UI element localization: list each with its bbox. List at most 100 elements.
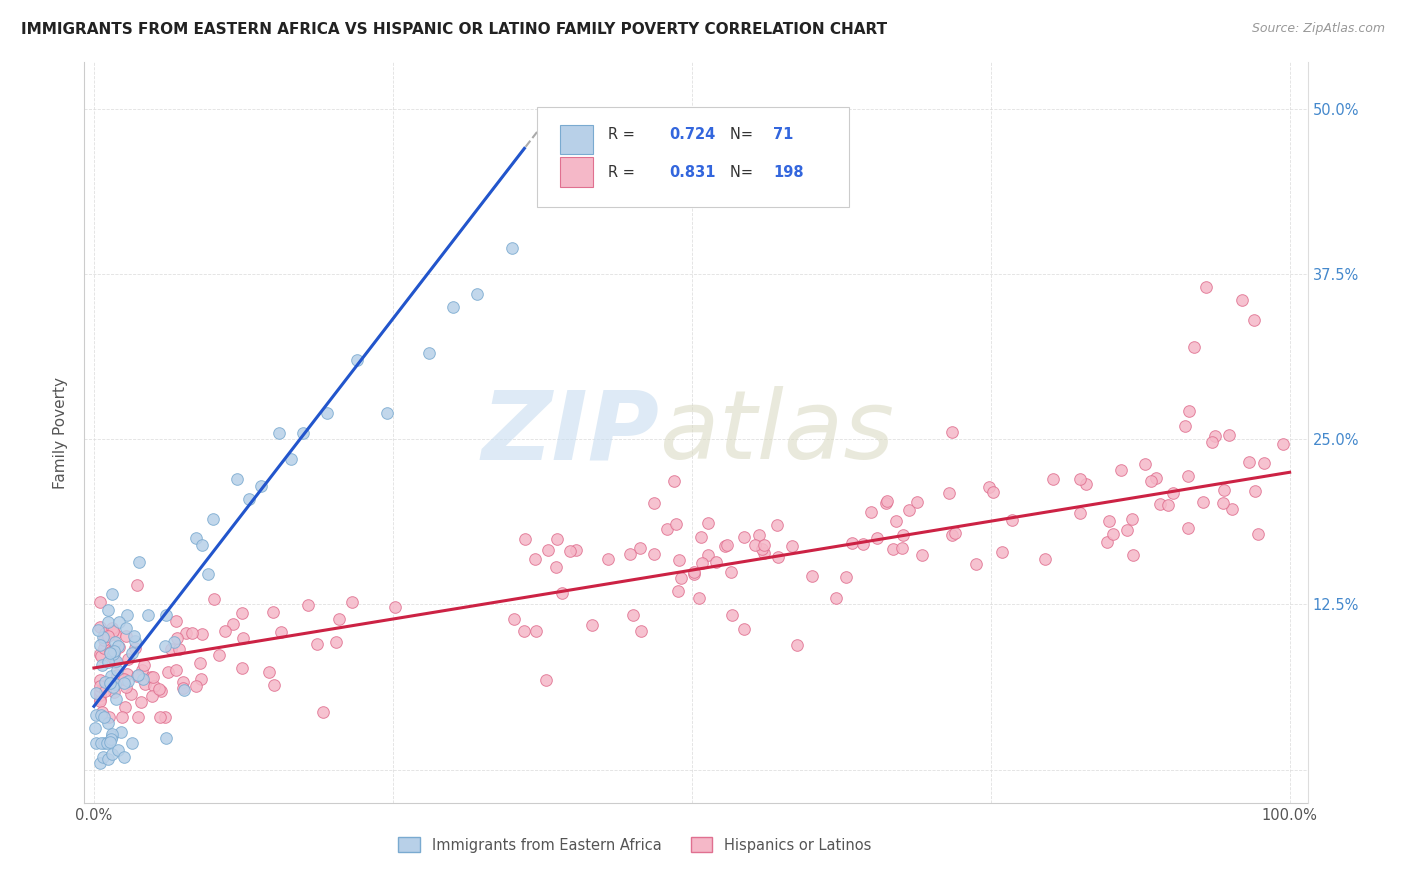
Point bbox=[117, 652, 139, 666]
Point bbox=[441, 300, 464, 314]
Point bbox=[91, 706, 114, 720]
Point bbox=[979, 480, 1001, 494]
Point bbox=[643, 496, 665, 510]
Point bbox=[100, 650, 122, 665]
Text: 198: 198 bbox=[773, 164, 804, 179]
Point bbox=[238, 491, 260, 506]
Point bbox=[375, 406, 398, 420]
Point bbox=[1191, 495, 1213, 509]
Point bbox=[720, 565, 742, 579]
Text: N=: N= bbox=[730, 128, 758, 143]
Point bbox=[1230, 293, 1253, 308]
Point bbox=[752, 546, 775, 560]
Point bbox=[91, 631, 114, 645]
Point bbox=[1121, 512, 1143, 526]
Point bbox=[121, 646, 143, 660]
Point bbox=[713, 539, 735, 553]
Point bbox=[690, 530, 713, 544]
Point bbox=[1135, 457, 1157, 471]
Point bbox=[163, 635, 186, 649]
Point bbox=[114, 699, 136, 714]
Point bbox=[84, 708, 107, 723]
Point bbox=[97, 630, 120, 644]
Point bbox=[101, 730, 124, 744]
Text: atlas: atlas bbox=[659, 386, 894, 479]
Point bbox=[108, 615, 131, 629]
Point bbox=[115, 621, 138, 635]
Point bbox=[214, 624, 236, 639]
Point bbox=[93, 736, 115, 750]
Point bbox=[1163, 486, 1185, 500]
Point bbox=[882, 541, 904, 556]
Point bbox=[565, 543, 588, 558]
Point bbox=[172, 674, 194, 689]
Point bbox=[143, 679, 166, 693]
Point bbox=[1271, 437, 1294, 451]
Point bbox=[89, 687, 111, 701]
Point bbox=[852, 537, 875, 551]
Point bbox=[117, 673, 139, 688]
Point bbox=[340, 595, 363, 609]
Point bbox=[1218, 428, 1240, 442]
Point bbox=[786, 638, 808, 652]
Point bbox=[1182, 340, 1205, 354]
Point bbox=[513, 624, 536, 638]
Point bbox=[1140, 474, 1163, 488]
Point bbox=[1069, 506, 1091, 520]
Point bbox=[263, 678, 285, 692]
Point bbox=[89, 691, 111, 706]
Point bbox=[965, 557, 987, 571]
Point bbox=[346, 352, 368, 367]
Point bbox=[148, 681, 170, 696]
Point bbox=[124, 640, 146, 655]
Point bbox=[766, 517, 789, 532]
Point bbox=[87, 623, 110, 637]
Point bbox=[1201, 435, 1223, 450]
Point bbox=[93, 640, 115, 655]
Point bbox=[550, 586, 572, 600]
Point bbox=[124, 633, 146, 648]
Point bbox=[1098, 514, 1121, 528]
Point bbox=[1212, 483, 1234, 497]
Point bbox=[704, 555, 727, 569]
Point bbox=[312, 705, 335, 719]
Point bbox=[884, 515, 907, 529]
Point bbox=[297, 598, 319, 612]
FancyBboxPatch shape bbox=[537, 107, 849, 207]
Point bbox=[107, 640, 129, 654]
Point bbox=[292, 425, 315, 440]
Point bbox=[657, 522, 679, 536]
Point bbox=[891, 541, 914, 555]
Point bbox=[683, 566, 706, 581]
Point bbox=[835, 570, 858, 584]
Point bbox=[688, 591, 710, 606]
Point bbox=[197, 567, 219, 582]
Point bbox=[132, 658, 155, 673]
Point bbox=[105, 668, 128, 682]
Point bbox=[1174, 418, 1197, 433]
Point bbox=[98, 675, 121, 690]
Point bbox=[89, 694, 111, 708]
Point bbox=[89, 619, 111, 633]
Point bbox=[581, 618, 603, 632]
Point bbox=[110, 710, 132, 724]
Point bbox=[129, 695, 152, 709]
Point bbox=[866, 531, 889, 545]
Text: Source: ZipAtlas.com: Source: ZipAtlas.com bbox=[1251, 22, 1385, 36]
Point bbox=[165, 614, 187, 628]
Point bbox=[202, 511, 225, 525]
Point bbox=[89, 756, 111, 771]
Point bbox=[1157, 498, 1180, 512]
Point bbox=[94, 675, 117, 690]
Point bbox=[166, 631, 188, 645]
Point bbox=[107, 743, 129, 757]
Point bbox=[96, 736, 118, 750]
Point bbox=[117, 667, 139, 681]
Point bbox=[190, 538, 212, 552]
Point bbox=[697, 516, 720, 530]
Point bbox=[174, 625, 197, 640]
Point bbox=[101, 727, 124, 741]
Point bbox=[202, 592, 225, 607]
Point bbox=[112, 749, 135, 764]
Point bbox=[155, 731, 177, 745]
